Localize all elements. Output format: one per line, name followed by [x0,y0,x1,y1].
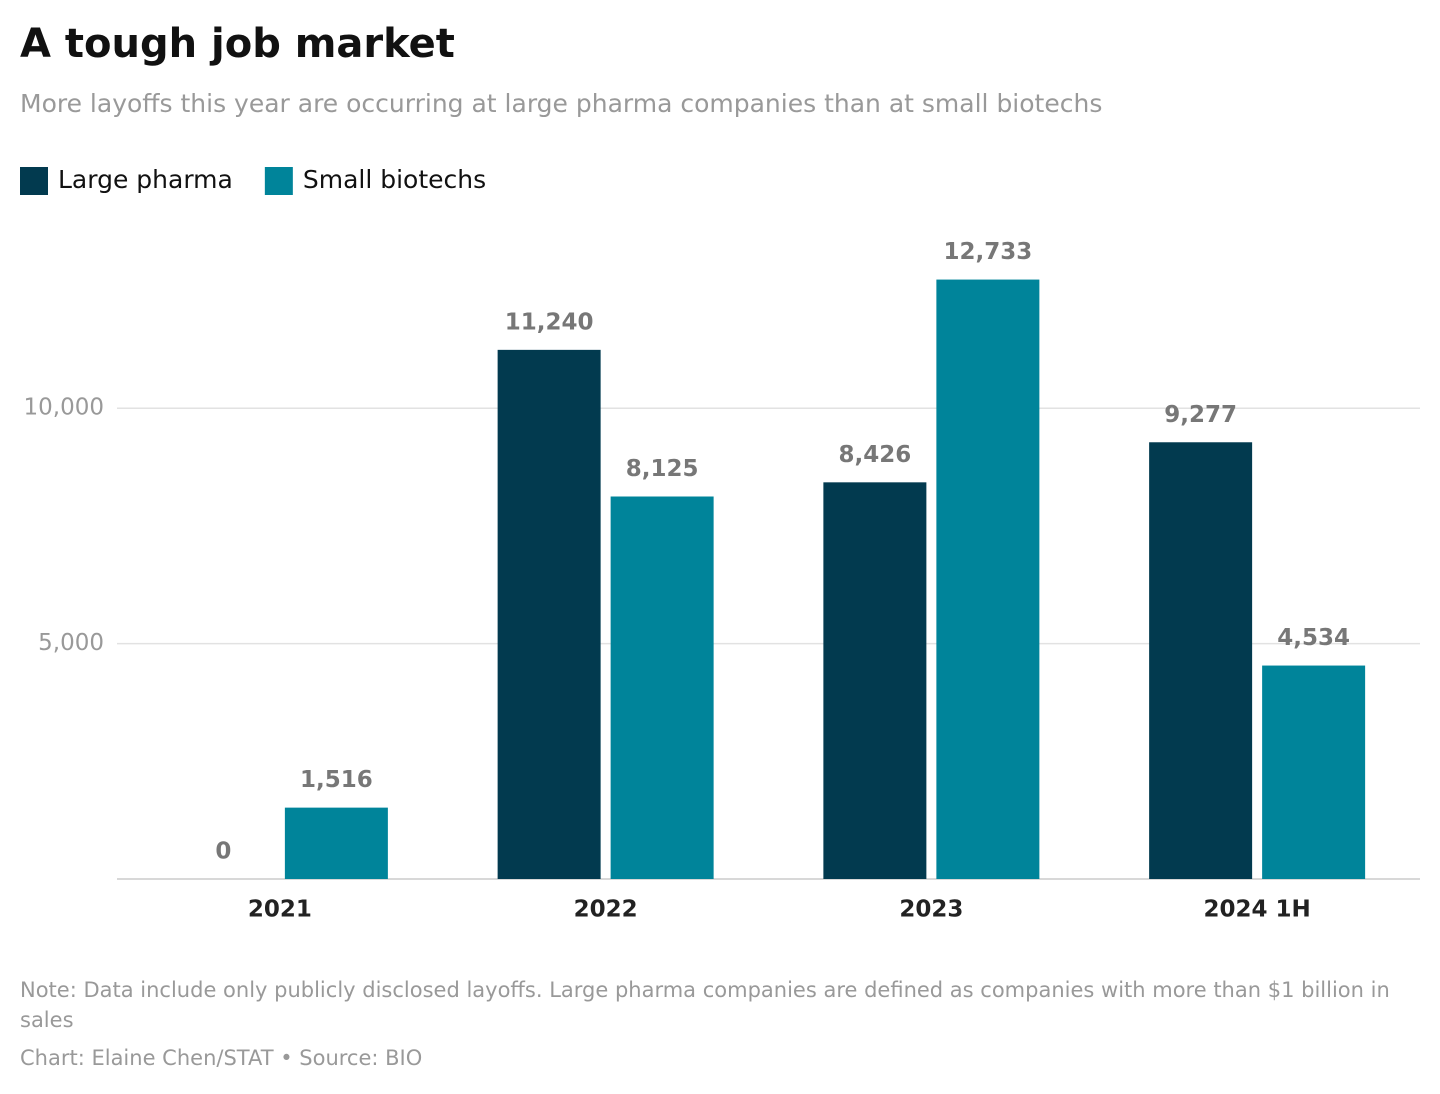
x-tick-label: 2023 [899,897,963,923]
chart-subtitle: More layoffs this year are occurring at … [20,89,1102,118]
bar [823,482,927,879]
value-label: 4,534 [1277,625,1350,651]
value-label: 12,733 [943,239,1032,265]
value-label: 8,125 [626,456,699,482]
chart-title: A tough job market [20,21,455,67]
legend-swatch [20,167,48,195]
legend-swatch [264,167,293,195]
y-tick-label: 5,000 [38,630,104,656]
credit: Chart: Elaine Chen/STAT • Source: BIO [20,1046,423,1070]
y-tick-label: 10,000 [24,395,104,421]
bar [1149,442,1253,879]
bar [1262,665,1366,879]
value-label: 8,426 [838,442,911,468]
bar [284,807,388,879]
bar [497,349,601,880]
x-tick-label: 2022 [574,897,638,923]
bar [610,496,714,879]
legend-label: Small biotechs [303,165,486,194]
value-label: 9,277 [1164,402,1237,428]
value-label: 1,516 [300,767,373,793]
value-label: 0 [215,839,231,865]
bar [936,279,1040,879]
value-label: 11,240 [505,309,594,335]
note: Note: Data include only publicly disclos… [20,978,1390,1032]
legend-label: Large pharma [58,165,233,194]
x-tick-label: 2021 [248,897,312,923]
x-tick-label: 2024 1H [1203,897,1310,923]
